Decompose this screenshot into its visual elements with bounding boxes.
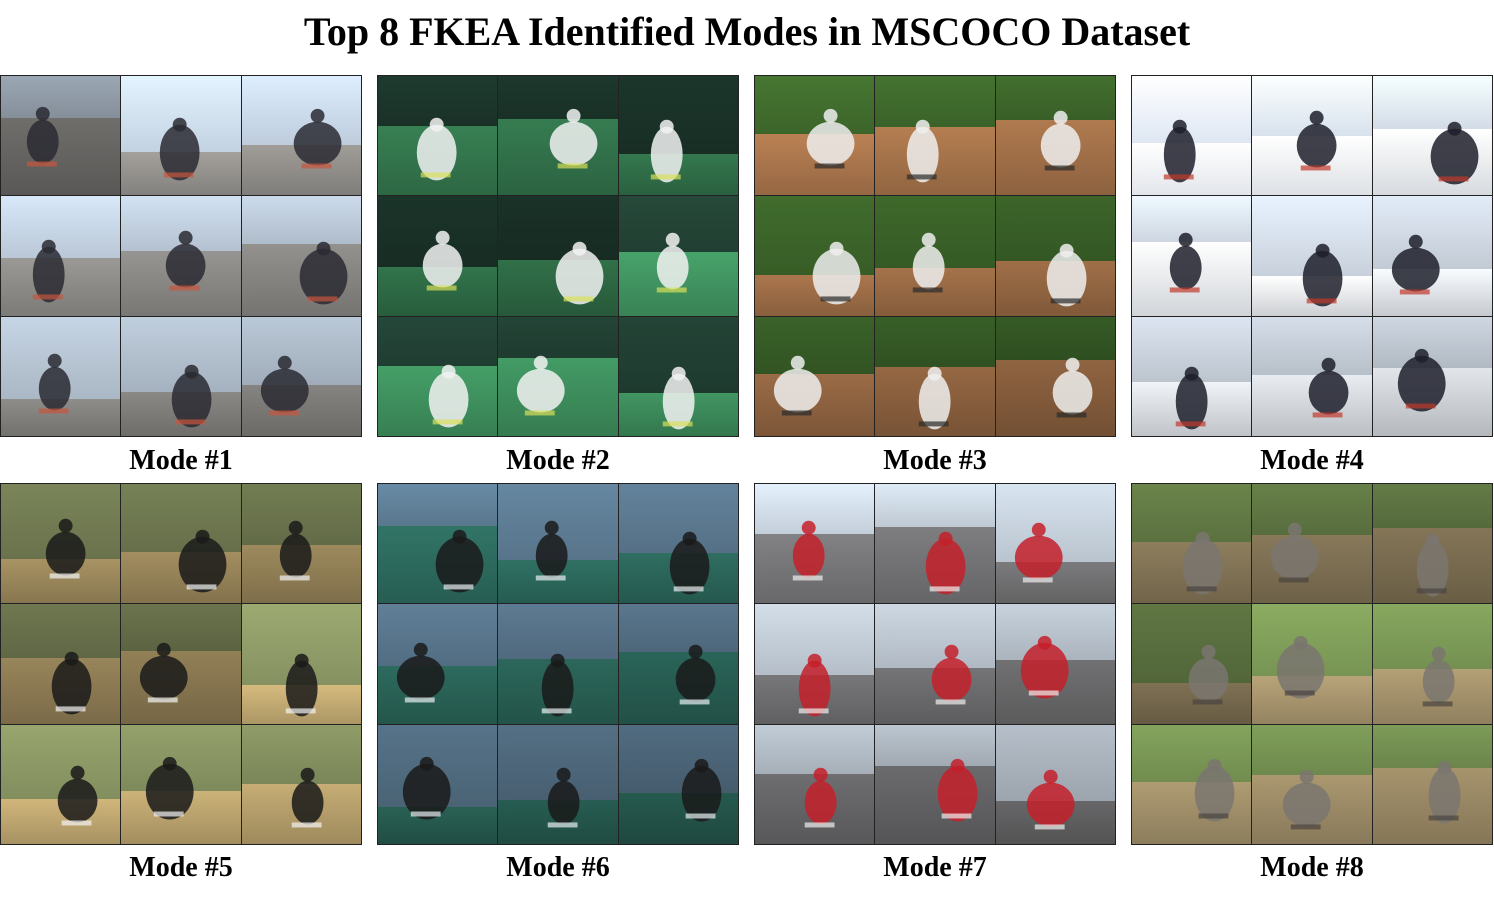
mode-panel-2: [377, 75, 739, 437]
sample-image-double-decker-buses: [875, 724, 995, 844]
sample-image-baseball: [755, 316, 875, 436]
sample-image-elephants: [1132, 724, 1252, 844]
mode-panel-1: [0, 75, 362, 437]
sample-image-zebras: [121, 724, 241, 844]
mode-image-grid: [0, 75, 362, 437]
mode-caption: Mode #8: [1260, 852, 1364, 883]
mode-panel-8: [1131, 483, 1493, 845]
mode-caption: Mode #1: [129, 445, 233, 476]
sample-image-baseball: [755, 196, 875, 316]
mode-panel-3: [754, 75, 1116, 437]
sample-image-elephants: [1132, 484, 1252, 604]
sample-image-surfing: [618, 604, 738, 724]
sample-image-elephants: [1252, 484, 1372, 604]
sample-image-surfing: [498, 724, 618, 844]
mode-image-grid: [1131, 483, 1493, 845]
sample-image-tennis: [498, 196, 618, 316]
sample-image-skateboarding: [241, 76, 361, 196]
mode-image-grid: [754, 483, 1116, 845]
sample-image-baseball: [995, 76, 1115, 196]
sample-image-zebras: [121, 484, 241, 604]
mode-caption: Mode #5: [129, 852, 233, 883]
sample-image-zebras: [241, 724, 361, 844]
sample-image-zebras: [1, 484, 121, 604]
sample-image-skiing: [1372, 316, 1492, 436]
sample-image-surfing: [618, 484, 738, 604]
sample-image-skateboarding: [121, 76, 241, 196]
sample-image-elephants: [1372, 484, 1492, 604]
sample-image-double-decker-buses: [995, 724, 1115, 844]
sample-image-zebras: [1, 604, 121, 724]
sample-image-double-decker-buses: [875, 604, 995, 724]
sample-image-surfing: [378, 724, 498, 844]
sample-image-skateboarding: [121, 316, 241, 436]
sample-image-zebras: [241, 604, 361, 724]
sample-image-surfing: [378, 484, 498, 604]
sample-image-tennis: [498, 316, 618, 436]
sample-image-tennis: [618, 76, 738, 196]
mode-panel-4: [1131, 75, 1493, 437]
mode-image-grid: [0, 483, 362, 845]
mode-caption: Mode #6: [506, 852, 610, 883]
mode-caption: Mode #4: [1260, 445, 1364, 476]
sample-image-skateboarding: [1, 316, 121, 436]
sample-image-skiing: [1252, 76, 1372, 196]
sample-image-skiing: [1372, 76, 1492, 196]
mode-image-grid: [1131, 75, 1493, 437]
sample-image-baseball: [875, 76, 995, 196]
sample-image-skiing: [1252, 196, 1372, 316]
sample-image-tennis: [378, 76, 498, 196]
mode-caption: Mode #7: [883, 852, 987, 883]
sample-image-surfing: [378, 604, 498, 724]
sample-image-elephants: [1132, 604, 1252, 724]
sample-image-skiing: [1132, 196, 1252, 316]
sample-image-surfing: [498, 604, 618, 724]
mode-caption: Mode #3: [883, 445, 987, 476]
sample-image-double-decker-buses: [995, 484, 1115, 604]
figure-title: Top 8 FKEA Identified Modes in MSCOCO Da…: [303, 9, 1191, 54]
sample-image-double-decker-buses: [755, 484, 875, 604]
sample-image-tennis: [618, 316, 738, 436]
sample-image-skateboarding: [121, 196, 241, 316]
sample-image-double-decker-buses: [755, 604, 875, 724]
sample-image-zebras: [1, 724, 121, 844]
sample-image-elephants: [1252, 724, 1372, 844]
sample-image-skateboarding: [241, 196, 361, 316]
sample-image-tennis: [498, 76, 618, 196]
sample-image-zebras: [121, 604, 241, 724]
sample-image-skateboarding: [1, 196, 121, 316]
sample-image-tennis: [378, 316, 498, 436]
sample-image-skiing: [1132, 316, 1252, 436]
sample-image-baseball: [875, 196, 995, 316]
mode-caption: Mode #2: [506, 445, 610, 476]
sample-image-double-decker-buses: [755, 724, 875, 844]
mode-panel-7: [754, 483, 1116, 845]
sample-image-baseball: [875, 316, 995, 436]
sample-image-double-decker-buses: [875, 484, 995, 604]
sample-image-tennis: [378, 196, 498, 316]
sample-image-surfing: [618, 724, 738, 844]
mode-image-grid: [377, 483, 739, 845]
mode-panel-5: [0, 483, 362, 845]
mode-panel-6: [377, 483, 739, 845]
sample-image-elephants: [1372, 604, 1492, 724]
mode-image-grid: [377, 75, 739, 437]
sample-image-elephants: [1252, 604, 1372, 724]
sample-image-tennis: [618, 196, 738, 316]
sample-image-skateboarding: [1, 76, 121, 196]
sample-image-double-decker-buses: [995, 604, 1115, 724]
sample-image-baseball: [755, 76, 875, 196]
sample-image-skateboarding: [241, 316, 361, 436]
sample-image-skiing: [1252, 316, 1372, 436]
sample-image-skiing: [1132, 76, 1252, 196]
sample-image-zebras: [241, 484, 361, 604]
sample-image-baseball: [995, 196, 1115, 316]
mode-image-grid: [754, 75, 1116, 437]
sample-image-surfing: [498, 484, 618, 604]
sample-image-baseball: [995, 316, 1115, 436]
sample-image-skiing: [1372, 196, 1492, 316]
sample-image-elephants: [1372, 724, 1492, 844]
